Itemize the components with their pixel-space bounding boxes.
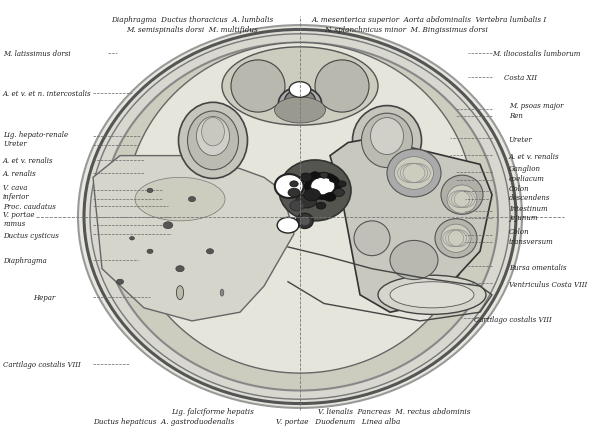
Text: A. mesenterica superior  Aorta abdominalis  Vertebra lumbalis I: A. mesenterica superior Aorta abdominali… bbox=[312, 16, 547, 23]
Ellipse shape bbox=[441, 176, 483, 215]
Text: V. cava
inferior: V. cava inferior bbox=[3, 183, 30, 201]
Text: A. renalis: A. renalis bbox=[3, 170, 37, 178]
Circle shape bbox=[289, 82, 311, 98]
Circle shape bbox=[329, 178, 337, 183]
Ellipse shape bbox=[387, 150, 441, 197]
Ellipse shape bbox=[390, 282, 474, 308]
Circle shape bbox=[324, 193, 336, 202]
Ellipse shape bbox=[231, 61, 285, 113]
Ellipse shape bbox=[187, 112, 239, 170]
Ellipse shape bbox=[275, 174, 304, 198]
Circle shape bbox=[176, 266, 184, 272]
Ellipse shape bbox=[447, 186, 477, 214]
Text: M. iliocostalis lumborum: M. iliocostalis lumborum bbox=[492, 50, 580, 58]
Text: M. psoas major
Ren: M. psoas major Ren bbox=[509, 102, 563, 119]
Circle shape bbox=[116, 279, 124, 285]
Circle shape bbox=[290, 181, 298, 187]
Text: Colon
descendens: Colon descendens bbox=[509, 184, 550, 202]
Ellipse shape bbox=[353, 106, 421, 176]
Text: N. splanchnicus minor  M. Bingissimus dorsi: N. splanchnicus minor M. Bingissimus dor… bbox=[324, 26, 488, 34]
Text: Ductus hepaticus  A. gastroduodenalis: Ductus hepaticus A. gastroduodenalis bbox=[93, 417, 234, 425]
Text: V. lienalis  Pancreas  M. rectus abdominis: V. lienalis Pancreas M. rectus abdominis bbox=[318, 408, 470, 415]
Ellipse shape bbox=[197, 117, 229, 156]
Ellipse shape bbox=[296, 214, 313, 229]
Circle shape bbox=[334, 189, 344, 197]
Text: Cartilago costalis VIII: Cartilago costalis VIII bbox=[474, 315, 552, 323]
Ellipse shape bbox=[220, 289, 224, 296]
Text: Diaphragma: Diaphragma bbox=[3, 256, 47, 264]
Text: Proc. caudatus: Proc. caudatus bbox=[3, 202, 56, 210]
Text: Lig. hepato-renale
Ureter: Lig. hepato-renale Ureter bbox=[3, 130, 68, 148]
Ellipse shape bbox=[390, 241, 438, 280]
Circle shape bbox=[320, 173, 328, 179]
Text: Colon
transversum: Colon transversum bbox=[509, 228, 554, 245]
Circle shape bbox=[277, 218, 299, 233]
Ellipse shape bbox=[279, 161, 351, 221]
Text: Bursa omentalis: Bursa omentalis bbox=[509, 263, 566, 271]
Text: V. portae   Duodenum   Linea alba: V. portae Duodenum Linea alba bbox=[276, 417, 400, 425]
Circle shape bbox=[163, 222, 173, 229]
Ellipse shape bbox=[299, 217, 310, 226]
Text: A. et v. renalis: A. et v. renalis bbox=[509, 152, 559, 160]
Text: Diaphragma  Ductus thoracicus  A. lumbalis: Diaphragma Ductus thoracicus A. lumbalis bbox=[111, 16, 273, 23]
Circle shape bbox=[147, 189, 153, 193]
Ellipse shape bbox=[78, 26, 522, 408]
Ellipse shape bbox=[179, 103, 248, 179]
Ellipse shape bbox=[395, 158, 433, 190]
Circle shape bbox=[310, 172, 320, 179]
Text: Ductus cysticus: Ductus cysticus bbox=[3, 231, 59, 239]
Text: A. et v. et n. intercostalis: A. et v. et n. intercostalis bbox=[3, 89, 92, 97]
Circle shape bbox=[311, 178, 335, 195]
Text: Hepar: Hepar bbox=[33, 293, 55, 301]
Ellipse shape bbox=[435, 219, 477, 258]
Ellipse shape bbox=[315, 61, 369, 113]
Ellipse shape bbox=[84, 30, 516, 404]
Ellipse shape bbox=[284, 90, 316, 114]
Ellipse shape bbox=[361, 114, 413, 168]
Ellipse shape bbox=[296, 195, 317, 208]
Text: M. semispinalis dorsi  M. multifidus: M. semispinalis dorsi M. multifidus bbox=[126, 26, 258, 34]
Circle shape bbox=[338, 181, 346, 187]
Text: Cartilago costalis VIII: Cartilago costalis VIII bbox=[3, 361, 81, 368]
Text: V. portae
ramus: V. portae ramus bbox=[3, 210, 35, 228]
Polygon shape bbox=[93, 156, 294, 321]
Circle shape bbox=[130, 237, 134, 240]
Ellipse shape bbox=[135, 178, 225, 221]
Text: Intestinum
jejunum: Intestinum jejunum bbox=[509, 204, 547, 221]
Ellipse shape bbox=[441, 225, 471, 253]
Ellipse shape bbox=[202, 118, 224, 146]
Text: Costa XII: Costa XII bbox=[504, 74, 537, 82]
Ellipse shape bbox=[126, 43, 474, 373]
Ellipse shape bbox=[90, 35, 510, 399]
Ellipse shape bbox=[102, 43, 498, 391]
Circle shape bbox=[206, 249, 214, 254]
Ellipse shape bbox=[354, 221, 390, 256]
Circle shape bbox=[300, 174, 312, 182]
Circle shape bbox=[304, 189, 320, 201]
Ellipse shape bbox=[222, 48, 378, 126]
Text: M. latissimus dorsi: M. latissimus dorsi bbox=[3, 50, 71, 58]
Text: Lig. falciforme hepatis: Lig. falciforme hepatis bbox=[171, 408, 254, 415]
Circle shape bbox=[305, 174, 341, 200]
Polygon shape bbox=[330, 139, 492, 312]
Ellipse shape bbox=[275, 98, 325, 124]
Circle shape bbox=[288, 189, 300, 197]
Ellipse shape bbox=[378, 276, 486, 315]
Circle shape bbox=[316, 203, 326, 210]
Text: Ureter: Ureter bbox=[509, 136, 533, 144]
Text: Ganglion
coeliаcum: Ganglion coeliаcum bbox=[509, 165, 545, 182]
Circle shape bbox=[290, 201, 304, 211]
Ellipse shape bbox=[278, 88, 322, 121]
Circle shape bbox=[188, 197, 196, 202]
Circle shape bbox=[147, 250, 153, 254]
Ellipse shape bbox=[371, 118, 404, 155]
Ellipse shape bbox=[176, 286, 184, 300]
Text: Ventriculus Costa VIII: Ventriculus Costa VIII bbox=[509, 280, 587, 288]
Text: A. et v. renalis: A. et v. renalis bbox=[3, 157, 53, 164]
